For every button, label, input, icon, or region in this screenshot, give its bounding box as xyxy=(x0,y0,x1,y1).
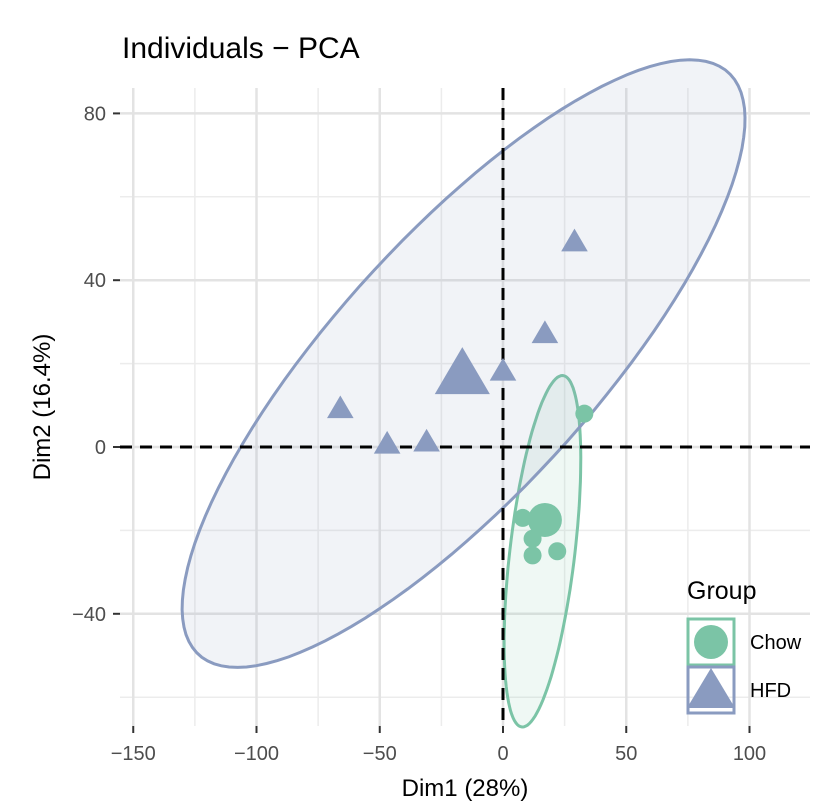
point-hfd xyxy=(413,428,440,452)
point-hfd xyxy=(327,395,354,419)
minor-gridlines xyxy=(120,88,810,726)
legend-label-chow: Chow xyxy=(750,632,802,654)
axes: −150 −100 −50 0 50 100 −40 0 40 80 xyxy=(72,103,766,765)
point-hfd xyxy=(531,320,559,344)
y-tick-label: 40 xyxy=(84,270,106,292)
data-points xyxy=(327,228,594,565)
legend-chow-marker xyxy=(694,625,728,659)
point-chow xyxy=(523,546,542,565)
x-tick-label: −50 xyxy=(363,743,397,765)
legend-label-hfd: HFD xyxy=(750,680,791,702)
legend-key-chow xyxy=(686,617,736,667)
point-chow xyxy=(513,508,532,527)
mean-point-chow xyxy=(527,502,562,537)
point-hfd xyxy=(561,228,588,252)
point-chow xyxy=(548,542,567,561)
legend-title: Group xyxy=(687,577,756,605)
mean-point-hfd xyxy=(434,347,490,395)
chart-title: Individuals − PCA xyxy=(122,32,360,65)
x-tick-label: −150 xyxy=(111,743,156,765)
x-tick-label: 0 xyxy=(497,743,508,765)
legend-hfd-marker xyxy=(687,668,735,708)
reference-lines xyxy=(120,88,810,726)
point-hfd xyxy=(489,357,517,381)
y-axis-title: Dim2 (16.4%) xyxy=(29,334,56,481)
point-chow xyxy=(575,404,594,423)
point-hfd xyxy=(373,430,401,454)
x-tick-label: 100 xyxy=(733,743,766,765)
x-tick-label: −100 xyxy=(234,743,279,765)
x-tick-label: 50 xyxy=(615,743,637,765)
y-tick-label: −40 xyxy=(72,604,106,626)
major-gridlines xyxy=(120,88,810,726)
legend: Group Chow HFD xyxy=(686,577,802,715)
ellipse-chow xyxy=(502,373,583,729)
y-tick-label: 0 xyxy=(95,437,106,459)
y-tick-label: 80 xyxy=(84,103,106,125)
x-axis-title: Dim1 (28%) xyxy=(402,775,529,802)
legend-key-hfd xyxy=(686,665,736,715)
